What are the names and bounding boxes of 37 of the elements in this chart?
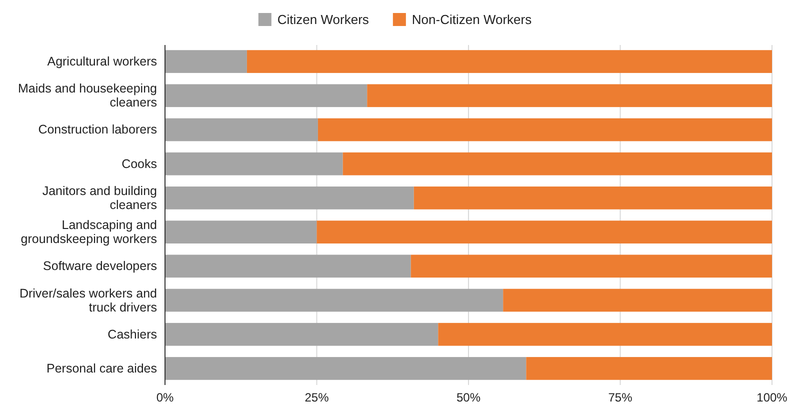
x-tick-label: 50% bbox=[456, 390, 481, 404]
bar bbox=[165, 118, 318, 142]
bar bbox=[165, 186, 414, 210]
bar bbox=[165, 322, 438, 346]
y-tick-label: Driver/sales workers and truck drivers bbox=[19, 286, 158, 314]
bar bbox=[165, 50, 247, 73]
bar bbox=[165, 220, 317, 244]
x-tick-label: 0% bbox=[156, 390, 174, 404]
bar bbox=[316, 220, 772, 244]
x-tick-label: 25% bbox=[304, 390, 330, 404]
y-tick-label: Cooks bbox=[122, 156, 157, 171]
y-tick-label: Personal care aides bbox=[46, 361, 157, 376]
bar bbox=[165, 152, 343, 176]
bar bbox=[503, 288, 772, 312]
bar bbox=[165, 84, 368, 108]
bar bbox=[526, 357, 772, 380]
y-tick-label: Landscaping and groundskeeping workers bbox=[20, 218, 158, 246]
bar bbox=[165, 254, 411, 278]
y-tick-label: Construction laborers bbox=[38, 122, 157, 137]
bar bbox=[246, 50, 772, 73]
legend-label: Non-Citizen Workers bbox=[412, 12, 532, 27]
bar bbox=[165, 357, 526, 380]
bar bbox=[414, 186, 772, 210]
y-tick-label: Janitors and building cleaners bbox=[42, 184, 158, 212]
legend-label: Citizen Workers bbox=[277, 12, 370, 27]
y-tick-label: Software developers bbox=[43, 259, 157, 274]
y-tick-label: Cashiers bbox=[108, 327, 157, 342]
bar bbox=[318, 118, 772, 142]
x-tick-label: 75% bbox=[608, 390, 633, 404]
bar bbox=[438, 322, 772, 346]
bar bbox=[165, 288, 504, 312]
bar bbox=[367, 84, 772, 108]
y-tick-label: Maids and housekeeping cleaners bbox=[18, 82, 158, 110]
bar bbox=[342, 152, 772, 176]
x-tick-label: 100% bbox=[756, 390, 788, 404]
y-tick-label: Agricultural workers bbox=[47, 54, 157, 69]
bar bbox=[410, 254, 772, 278]
